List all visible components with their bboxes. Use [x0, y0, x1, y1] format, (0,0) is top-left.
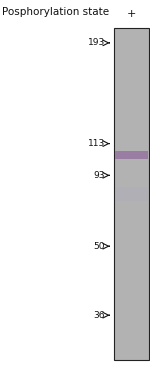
Text: 36: 36: [93, 311, 105, 320]
Text: 113: 113: [88, 139, 105, 148]
Text: +: +: [127, 9, 136, 19]
Text: Posphorylation state: Posphorylation state: [2, 7, 109, 18]
Text: 193: 193: [88, 38, 105, 47]
Bar: [115, 186, 148, 201]
Bar: [115, 151, 148, 159]
Text: 50: 50: [93, 242, 105, 251]
Bar: [114, 28, 148, 360]
Text: 93: 93: [93, 171, 105, 180]
